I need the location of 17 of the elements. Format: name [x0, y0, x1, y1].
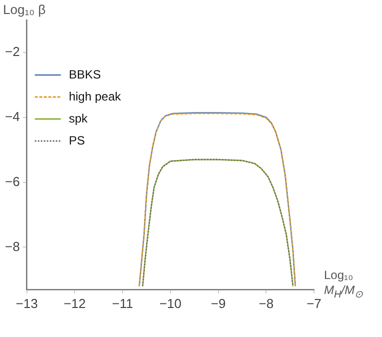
legend-label: high peak	[68, 89, 122, 104]
legend-label: PS	[68, 133, 85, 148]
x-tick-label: −8	[258, 296, 274, 311]
x-tick-label: −11	[112, 296, 134, 311]
x-tick-label: −13	[16, 296, 38, 311]
x-axis-title: Log₁₀ M$_{H}$/M$_{⊙}$	[324, 268, 363, 302]
legend-label: spk	[68, 111, 88, 126]
y-tick-label: −2	[4, 44, 20, 60]
legend-label: BBKS	[68, 67, 101, 82]
x-tick-label: −7	[306, 296, 322, 311]
y-tick-label: −6	[4, 174, 20, 189]
x-tick-label: −12	[64, 296, 86, 311]
y-tick-label: −8	[4, 238, 20, 254]
x-tick-label: −9	[210, 296, 226, 311]
x-tick-label: −10	[159, 296, 182, 311]
y-axis-title: Log₁₀ β	[3, 2, 46, 17]
y-tick-label: −4	[4, 108, 20, 124]
